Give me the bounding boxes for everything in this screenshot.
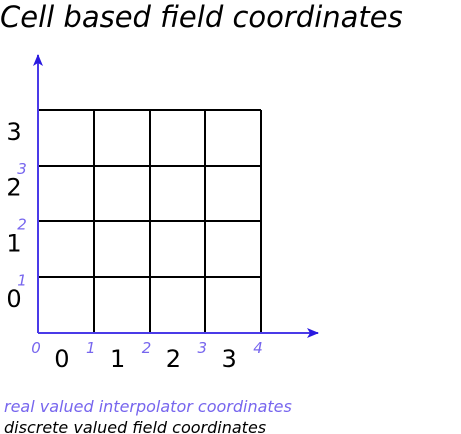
discrete-x-label: 0 — [54, 345, 69, 373]
title: Cell based field coordinates — [0, 0, 403, 34]
grid — [38, 109, 262, 333]
discrete-x-label: 1 — [110, 345, 125, 373]
discrete-x-label: 3 — [221, 345, 236, 373]
real-y-label: 2 — [17, 216, 27, 234]
discrete-y-label: 3 — [6, 118, 21, 146]
real-y-label: 3 — [17, 160, 27, 178]
legend-discrete: discrete valued field coordinates — [4, 418, 266, 434]
real-y-label: 1 — [17, 271, 27, 289]
real-x-label: 4 — [253, 339, 263, 357]
discrete-x-label: 2 — [166, 345, 181, 373]
real-x-label: 0 — [31, 339, 41, 357]
discrete-y-label: 0 — [6, 285, 21, 313]
real-x-label: 3 — [197, 339, 207, 357]
real-x-label: 2 — [142, 339, 152, 357]
legend-real: real valued interpolator coordinates — [4, 397, 292, 416]
discrete-y-label: 1 — [6, 229, 21, 257]
real-x-label: 1 — [86, 339, 96, 357]
discrete-y-label: 2 — [6, 174, 21, 202]
